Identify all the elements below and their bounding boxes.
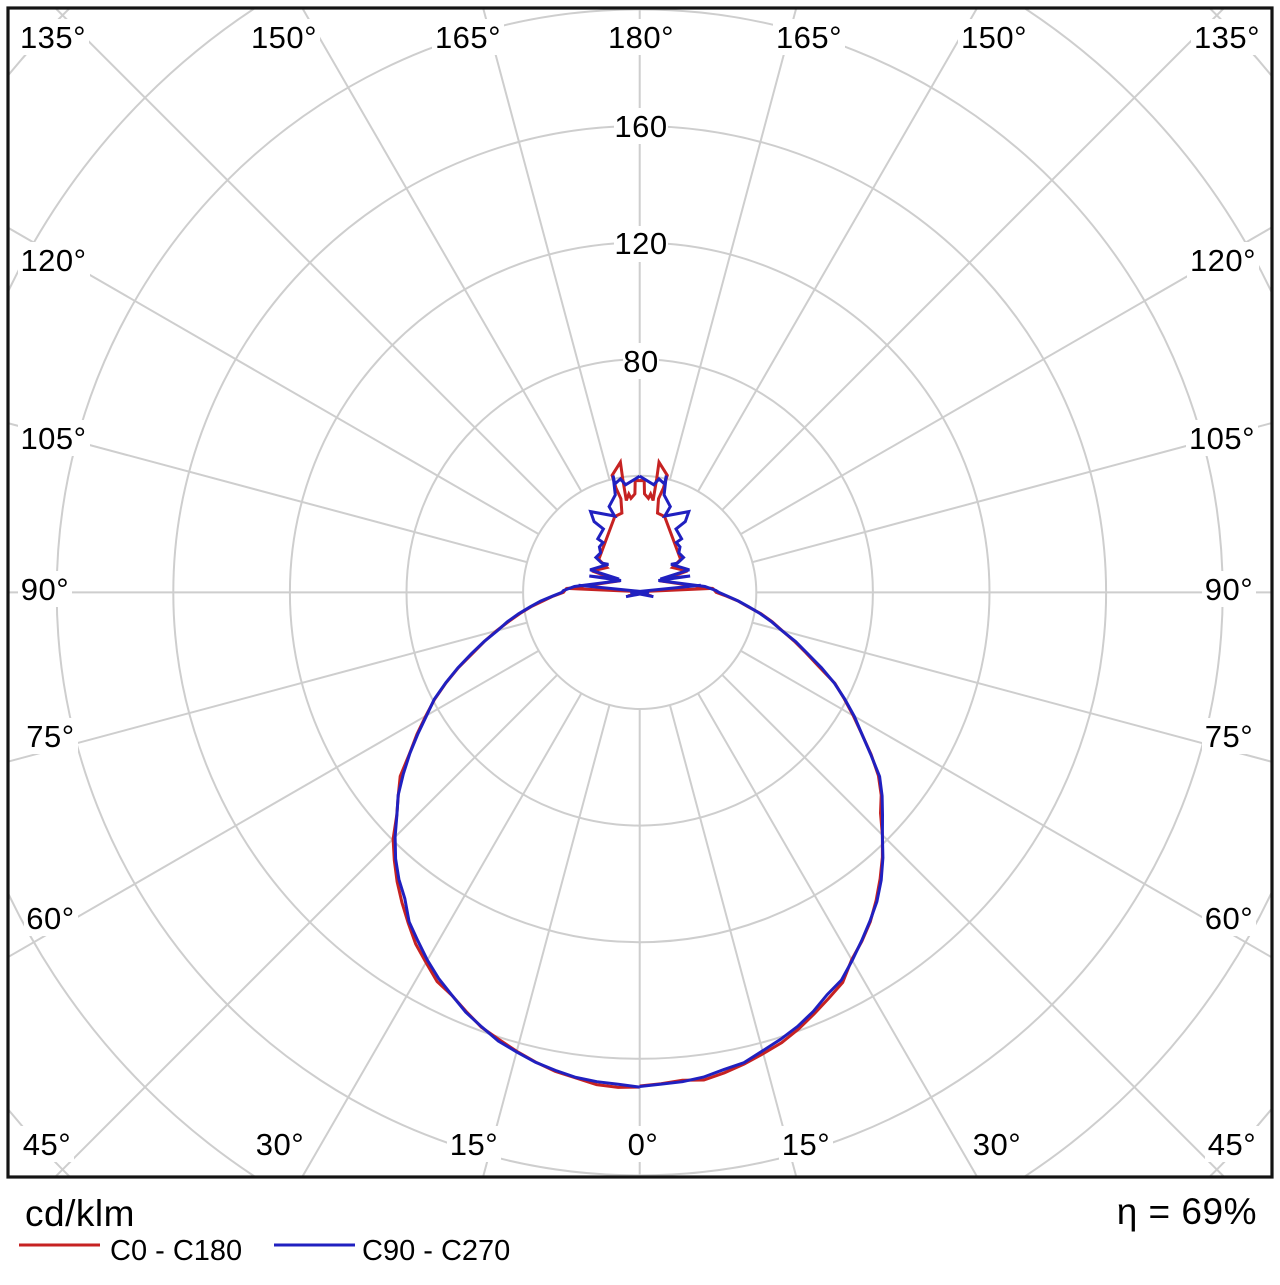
svg-text:90°: 90° — [21, 572, 69, 607]
svg-text:150°: 150° — [251, 20, 317, 55]
svg-text:75°: 75° — [26, 719, 74, 754]
svg-text:C90 - C270: C90 - C270 — [362, 1235, 510, 1267]
svg-text:165°: 165° — [776, 20, 842, 55]
svg-text:30°: 30° — [973, 1127, 1021, 1162]
svg-text:45°: 45° — [1208, 1127, 1256, 1162]
svg-text:30°: 30° — [256, 1127, 304, 1162]
svg-text:0°: 0° — [628, 1127, 659, 1162]
svg-text:135°: 135° — [20, 20, 86, 55]
svg-text:cd/klm: cd/klm — [25, 1193, 135, 1234]
svg-text:η = 69%: η = 69% — [1117, 1191, 1257, 1232]
svg-text:105°: 105° — [20, 421, 86, 456]
svg-text:C0 - C180: C0 - C180 — [110, 1235, 242, 1267]
svg-text:135°: 135° — [1194, 20, 1260, 55]
svg-text:165°: 165° — [435, 20, 501, 55]
svg-text:120: 120 — [614, 226, 667, 261]
svg-text:120°: 120° — [1190, 243, 1256, 278]
svg-text:75°: 75° — [1205, 719, 1253, 754]
svg-text:80: 80 — [623, 344, 658, 379]
svg-text:15°: 15° — [450, 1127, 498, 1162]
svg-text:45°: 45° — [23, 1127, 71, 1162]
svg-text:180°: 180° — [608, 20, 674, 55]
svg-text:150°: 150° — [961, 20, 1027, 55]
svg-text:160: 160 — [614, 109, 667, 144]
svg-text:60°: 60° — [26, 901, 74, 936]
svg-text:120°: 120° — [20, 243, 86, 278]
svg-text:15°: 15° — [782, 1127, 830, 1162]
svg-text:60°: 60° — [1205, 901, 1253, 936]
svg-text:105°: 105° — [1189, 421, 1255, 456]
svg-text:90°: 90° — [1205, 572, 1253, 607]
